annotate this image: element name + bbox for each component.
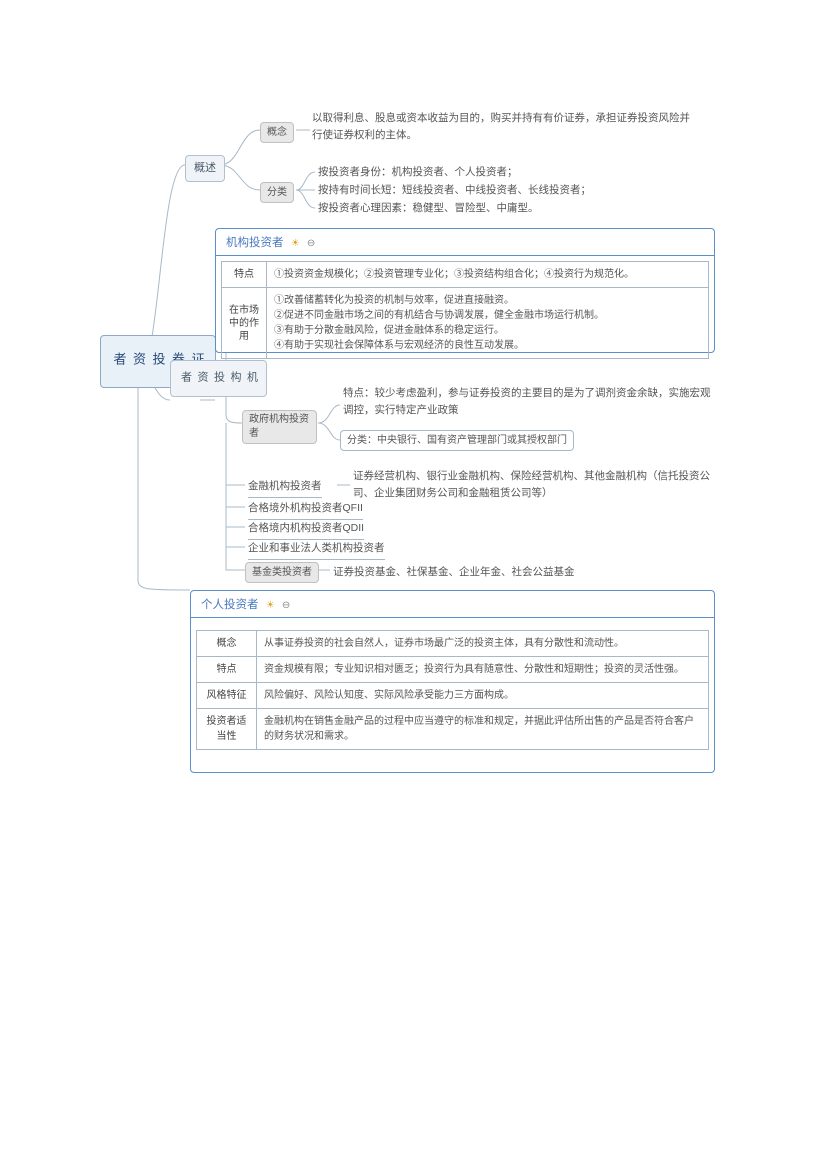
ind-r2-h: 风格特征 xyxy=(197,683,257,709)
ind-r3-c: 金融机构在销售金融产品的过程中应当遵守的标准和规定，并据此评估所出售的产品是否符… xyxy=(257,709,709,750)
qdii-text: 合格境内机构投资者QDII xyxy=(248,520,364,540)
corp-text: 企业和事业法人类机构投资者 xyxy=(248,540,385,560)
inst-row2-h: 在市场中的作用 xyxy=(222,288,267,359)
institutional-node: 机构投资者 xyxy=(170,360,267,397)
gov-classify-text: 分类：中央银行、国有资产管理部门或其授权部门 xyxy=(347,435,567,446)
gov-classify-box: 分类：中央银行、国有资产管理部门或其授权部门 xyxy=(340,430,574,451)
collapse-icon[interactable]: ⊖ xyxy=(307,238,315,249)
sun-icon: ☀ xyxy=(291,238,300,249)
gov-node: 政府机构投资者 xyxy=(242,410,317,444)
institutional-title-text: 机构投资者 xyxy=(226,237,284,249)
individual-table: 概念从事证券投资的社会自然人，证券市场最广泛的投资主体，具有分散性和流动性。 特… xyxy=(196,630,709,750)
ind-r0-c: 从事证券投资的社会自然人，证券市场最广泛的投资主体，具有分散性和流动性。 xyxy=(257,631,709,657)
inst-row1-h: 特点 xyxy=(222,262,267,288)
fund-node: 基金类投资者 xyxy=(245,562,319,583)
qfii-text: 合格境外机构投资者QFII xyxy=(248,500,363,520)
ind-r1-c: 资金规模有限；专业知识相对匮乏；投资行为具有随意性、分散性和短期性；投资的灵活性… xyxy=(257,657,709,683)
financial-text: 证券经营机构、银行业金融机构、保险经营机构、其他金融机构（信托投资公司、企业集团… xyxy=(353,468,713,502)
classify-line-2: 按投资者心理因素：稳健型、冒险型、中庸型。 xyxy=(318,200,539,217)
financial-label: 金融机构投资者 xyxy=(248,478,322,498)
concept-text: 以取得利息、股息或资本收益为目的，购买并持有有价证券，承担证券投资风险并行使证券… xyxy=(312,110,692,144)
collapse-icon-2[interactable]: ⊖ xyxy=(282,600,290,611)
inst-row1-c: ①投资资金规模化；②投资管理专业化；③投资结构组合化；④投资行为规范化。 xyxy=(267,262,709,288)
overview-node: 概述 xyxy=(185,155,225,182)
gov-feature: 特点：较少考虑盈利，参与证券投资的主要目的是为了调剂资金余缺，实施宏观调控，实行… xyxy=(343,385,713,419)
institutional-title: 机构投资者 ☀ ⊖ xyxy=(216,229,714,256)
classify-line-0: 按投资者身份：机构投资者、个人投资者； xyxy=(318,164,518,181)
ind-r0-h: 概念 xyxy=(197,631,257,657)
institutional-table: 特点 ①投资资金规模化；②投资管理专业化；③投资结构组合化；④投资行为规范化。 … xyxy=(221,261,709,359)
individual-title-text: 个人投资者 xyxy=(201,599,259,611)
individual-title: 个人投资者 ☀ ⊖ xyxy=(191,591,714,618)
ind-r1-h: 特点 xyxy=(197,657,257,683)
concept-node: 概念 xyxy=(260,122,294,143)
classify-line-1: 按持有时间长短：短线投资者、中线投资者、长线投资者； xyxy=(318,182,591,199)
classify-node: 分类 xyxy=(260,182,294,203)
ind-r3-h: 投资者适当性 xyxy=(197,709,257,750)
sun-icon-2: ☀ xyxy=(266,600,275,611)
fund-text: 证券投资基金、社保基金、企业年金、社会公益基金 xyxy=(333,564,575,581)
inst-row2-c: ①改善储蓄转化为投资的机制与效率，促进直接融资。 ②促进不同金融市场之间的有机结… xyxy=(267,288,709,359)
ind-r2-c: 风险偏好、风险认知度、实际风险承受能力三方面构成。 xyxy=(257,683,709,709)
